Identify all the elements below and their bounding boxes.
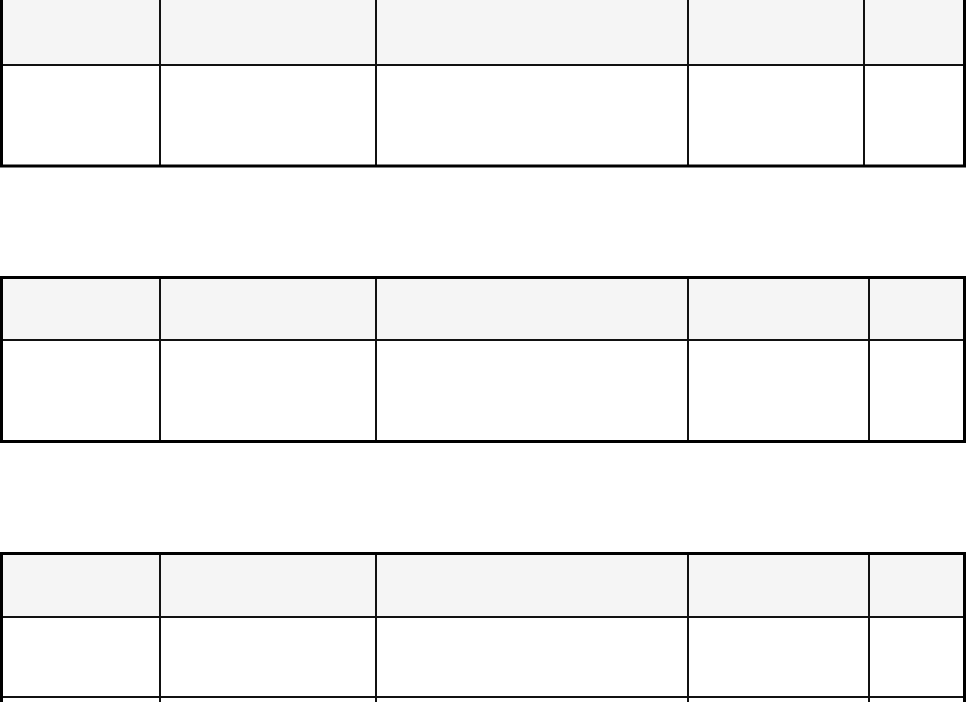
header-row bbox=[1, 278, 965, 340]
table bbox=[0, 0, 966, 168]
table-border bbox=[0, 0, 966, 168]
header-row bbox=[1, 0, 965, 65]
table bbox=[0, 276, 966, 443]
table-border bbox=[0, 552, 966, 702]
table bbox=[0, 552, 966, 702]
header-row bbox=[1, 554, 965, 617]
table-border bbox=[0, 276, 966, 443]
